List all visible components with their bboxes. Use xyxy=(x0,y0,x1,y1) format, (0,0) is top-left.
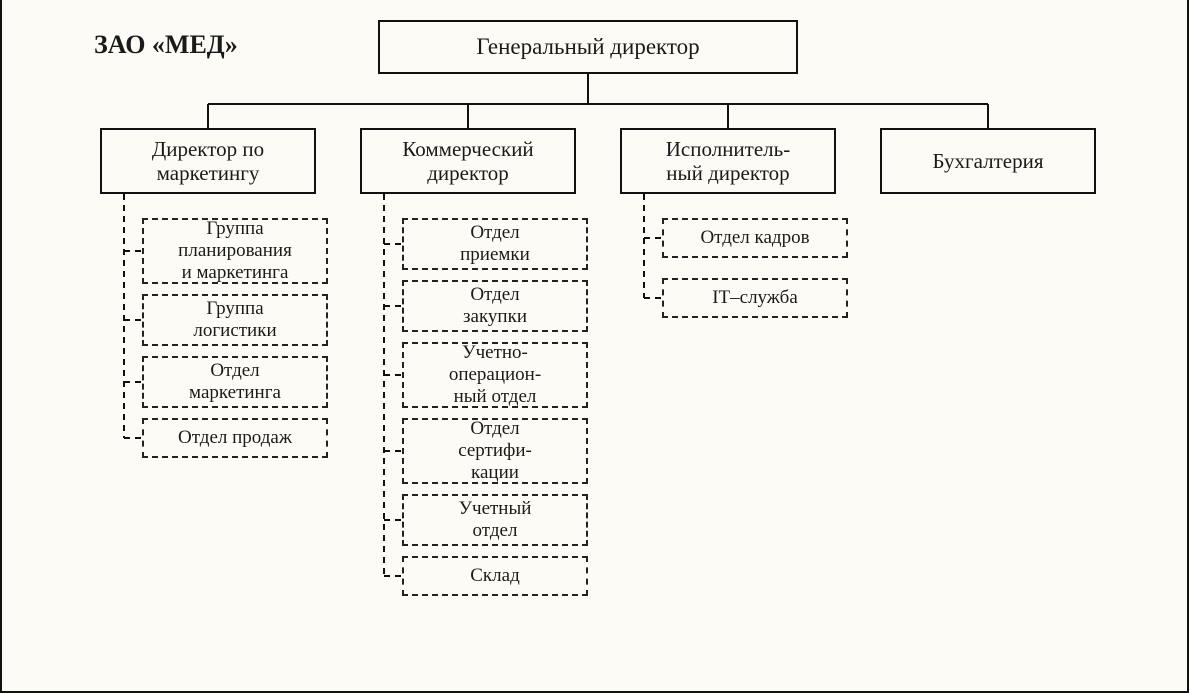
branch-executive: Исполнитель-ный директор xyxy=(620,128,836,194)
child-commercial-1: Отделзакупки xyxy=(402,280,588,332)
child-executive-1: IT–служба xyxy=(662,278,848,318)
company-name: ЗАО «МЕД» xyxy=(94,30,238,60)
child-commercial-3: Отделсертифи-кации xyxy=(402,418,588,484)
child-marketing-2: Отделмаркетинга xyxy=(142,356,328,408)
child-marketing-0: Группапланированияи маркетинга xyxy=(142,218,328,284)
child-executive-0: Отдел кадров xyxy=(662,218,848,258)
branch-accounting: Бухгалтерия xyxy=(880,128,1096,194)
connectors-svg xyxy=(2,0,1189,693)
child-commercial-0: Отделприемки xyxy=(402,218,588,270)
child-commercial-5: Склад xyxy=(402,556,588,596)
branch-marketing: Директор помаркетингу xyxy=(100,128,316,194)
child-marketing-3: Отдел продаж xyxy=(142,418,328,458)
child-commercial-4: Учетныйотдел xyxy=(402,494,588,546)
root-node: Генеральный директор xyxy=(378,20,798,74)
child-commercial-2: Учетно-операцион-ный отдел xyxy=(402,342,588,408)
branch-commercial: Коммерческийдиректор xyxy=(360,128,576,194)
child-marketing-1: Группалогистики xyxy=(142,294,328,346)
org-chart-canvas: ЗАО «МЕД» Генеральный директор Директор п… xyxy=(0,0,1189,693)
